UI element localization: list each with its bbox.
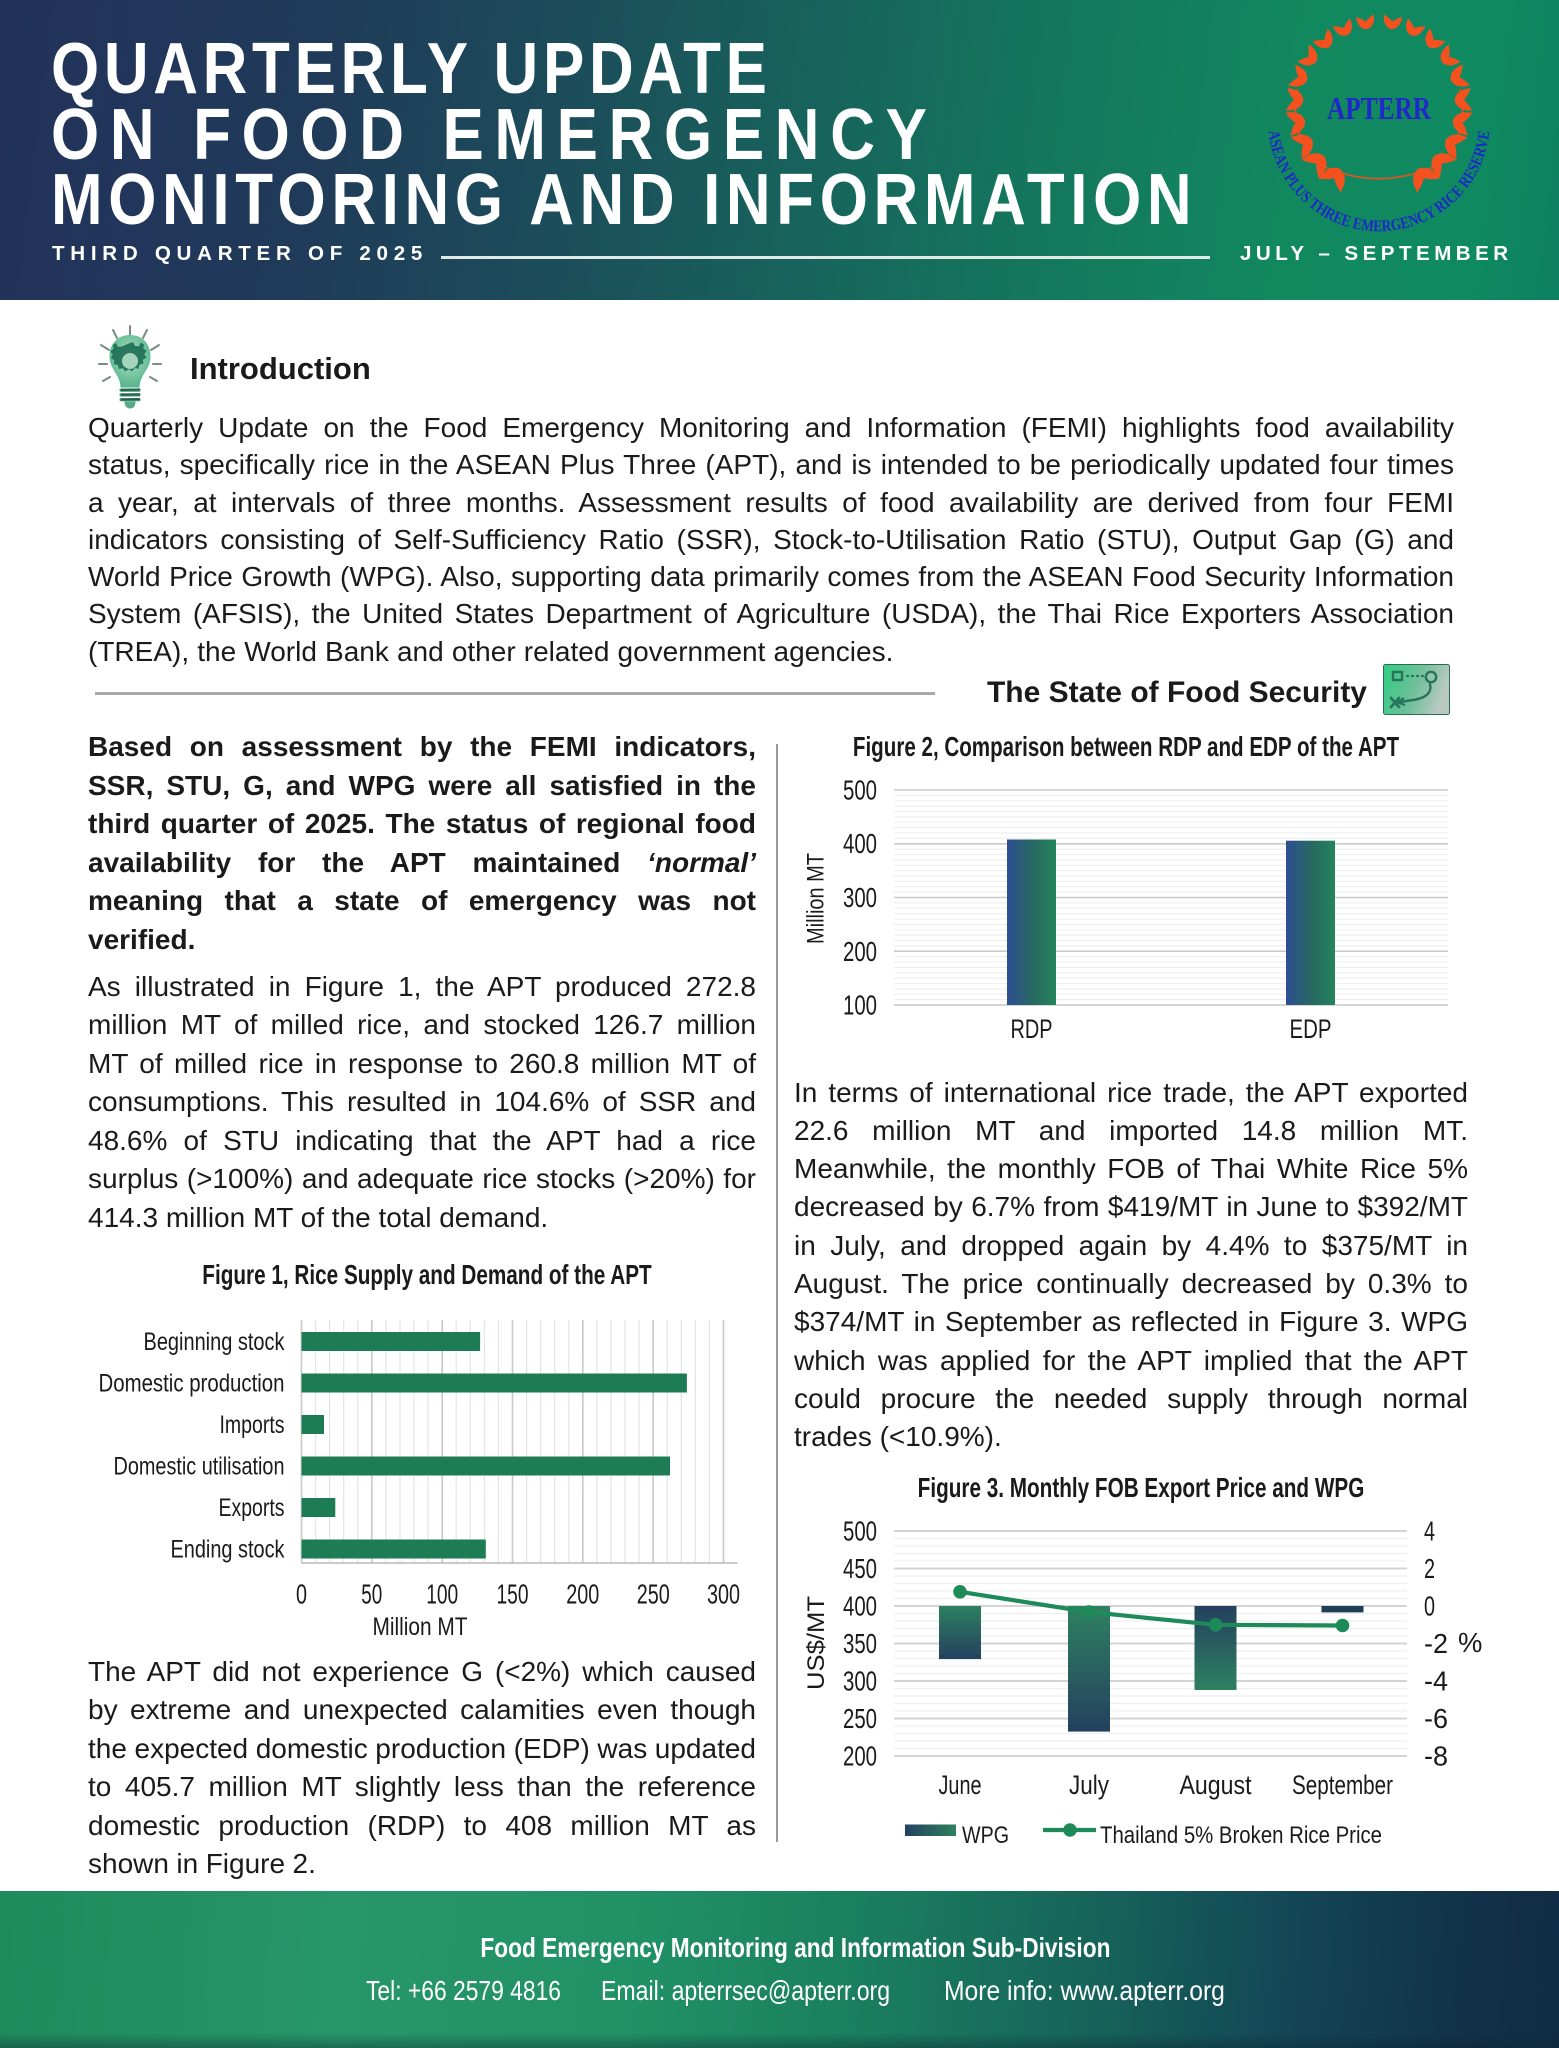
svg-text:Ending stock: Ending stock [171, 1536, 285, 1564]
svg-text:200: 200 [843, 1741, 877, 1772]
svg-text:150: 150 [497, 1579, 529, 1610]
svg-text:-8: -8 [1424, 1741, 1448, 1772]
svg-text:4: 4 [1424, 1516, 1435, 1547]
svg-text:June: June [939, 1770, 982, 1800]
svg-text:Domestic production: Domestic production [99, 1370, 285, 1398]
svg-text:500: 500 [843, 1516, 877, 1547]
svg-text:APTERR: APTERR [1327, 91, 1432, 126]
svg-text:300: 300 [843, 882, 877, 913]
svg-text:-2: -2 [1424, 1628, 1448, 1659]
svg-text:50: 50 [361, 1579, 382, 1610]
svg-text:%: % [1458, 1627, 1482, 1658]
svg-text:Domestic utilisation: Domestic utilisation [114, 1453, 285, 1481]
svg-text:ASEAN PLUS THREE EMERGENCY RIC: ASEAN PLUS THREE EMERGENCY RICE RESERVE [1265, 129, 1494, 235]
svg-text:500: 500 [843, 775, 877, 806]
svg-text:200: 200 [566, 1579, 599, 1610]
svg-text:400: 400 [843, 828, 877, 859]
svg-text:September: September [1292, 1770, 1393, 1800]
svg-text:350: 350 [843, 1628, 877, 1659]
svg-text:0: 0 [1424, 1591, 1435, 1622]
svg-text:-4: -4 [1424, 1666, 1448, 1697]
svg-text:100: 100 [426, 1579, 458, 1610]
svg-text:US$/MT: US$/MT [803, 1596, 830, 1690]
svg-text:300: 300 [843, 1666, 877, 1697]
svg-text:2: 2 [1424, 1553, 1435, 1584]
svg-text:0: 0 [296, 1579, 307, 1610]
svg-text:-6: -6 [1424, 1703, 1448, 1734]
svg-text:Imports: Imports [220, 1411, 285, 1439]
svg-text:250: 250 [843, 1703, 877, 1734]
svg-text:Million MT: Million MT [803, 853, 830, 944]
svg-text:Million MT: Million MT [373, 1613, 468, 1641]
svg-text:EDP: EDP [1290, 1014, 1332, 1044]
svg-text:WPG: WPG [962, 1822, 1009, 1849]
svg-text:August: August [1180, 1770, 1253, 1800]
svg-text:400: 400 [843, 1591, 877, 1622]
svg-text:450: 450 [843, 1553, 877, 1584]
svg-text:Thailand 5% Broken Rice Price: Thailand 5% Broken Rice Price [1100, 1822, 1382, 1849]
svg-text:RDP: RDP [1011, 1014, 1053, 1044]
svg-text:100: 100 [843, 990, 877, 1021]
svg-text:Beginning stock: Beginning stock [144, 1328, 285, 1356]
svg-text:200: 200 [843, 936, 877, 967]
svg-text:Exports: Exports [219, 1494, 285, 1522]
svg-text:July: July [1069, 1770, 1110, 1800]
svg-text:300: 300 [707, 1579, 740, 1610]
svg-text:250: 250 [637, 1579, 670, 1610]
